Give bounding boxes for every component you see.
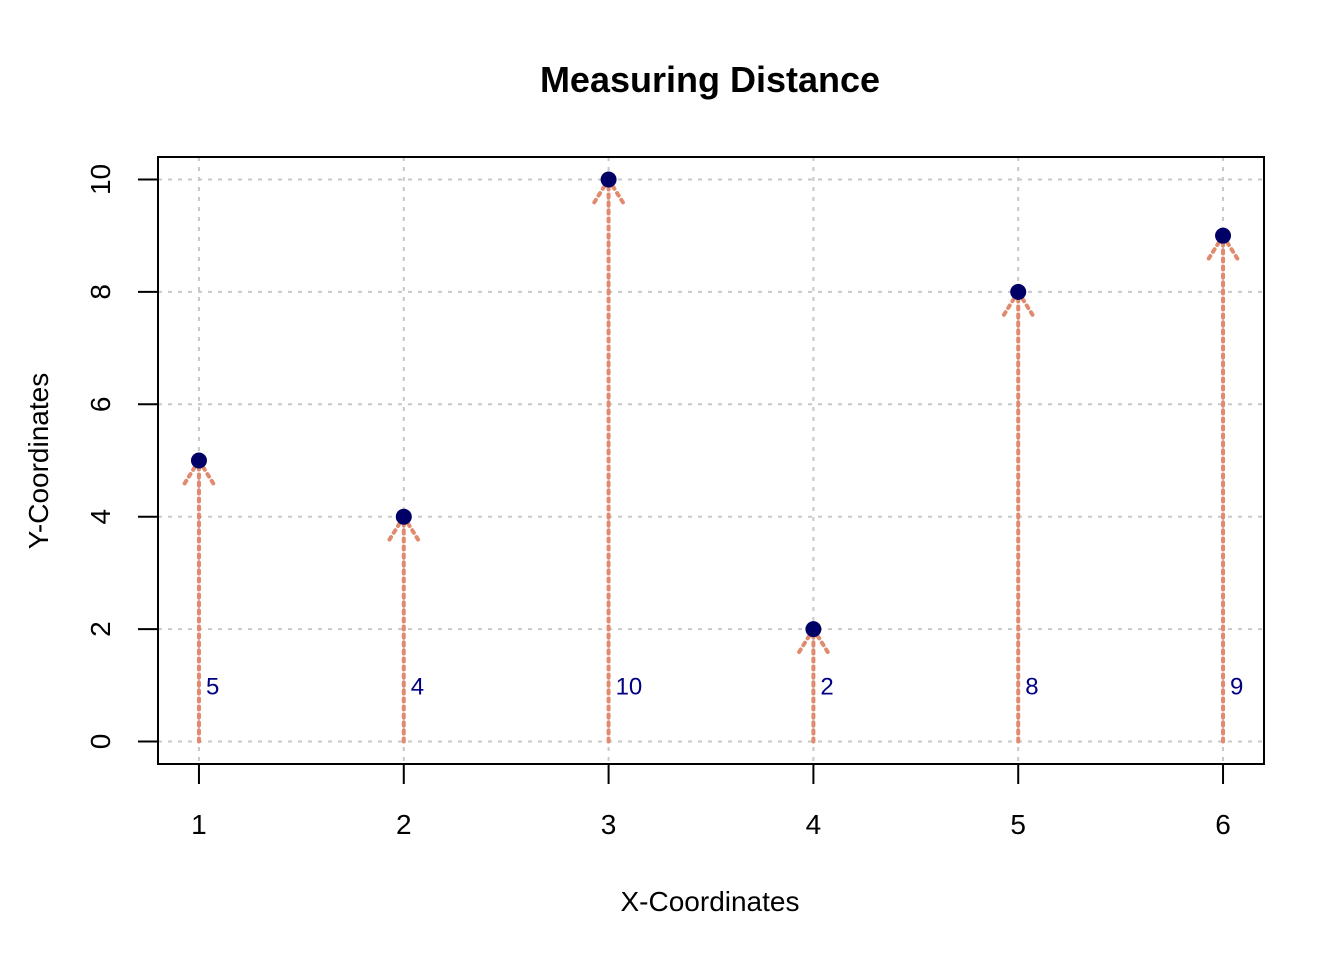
y-axis: 0 2 4 6 8 10 [85, 164, 159, 750]
point-label: 4 [411, 673, 424, 700]
y-tick-label: 0 [85, 734, 116, 750]
point-label: 8 [1025, 673, 1038, 700]
x-tick-label: 1 [191, 809, 207, 840]
y-tick-label: 6 [85, 397, 116, 413]
point-label: 10 [616, 673, 643, 700]
point-label: 5 [206, 673, 219, 700]
data-point [805, 621, 822, 638]
arrows [181, 177, 1241, 744]
x-axis-label: X-Coordinates [621, 886, 800, 917]
x-axis: 1 2 3 4 5 6 [191, 763, 1231, 840]
point-label: 2 [820, 673, 833, 700]
data-point [1215, 227, 1232, 244]
y-tick-label: 2 [85, 621, 116, 637]
chart-title: Measuring Distance [540, 59, 880, 100]
y-tick-label: 4 [85, 509, 116, 525]
y-axis-label: Y-Coordinates [23, 373, 54, 549]
x-tick-label: 5 [1010, 809, 1026, 840]
y-tick-label: 10 [85, 164, 116, 195]
data-point [395, 508, 412, 525]
y-tick-label: 8 [85, 284, 116, 300]
x-tick-label: 4 [806, 809, 822, 840]
point-labels: 5 4 10 2 8 9 [206, 673, 1243, 700]
data-point [600, 171, 617, 188]
point-label: 9 [1230, 673, 1243, 700]
x-tick-label: 3 [601, 809, 617, 840]
plot-frame [157, 156, 1265, 765]
data-point [190, 452, 207, 469]
grid [158, 157, 1264, 764]
x-tick-label: 6 [1215, 809, 1231, 840]
data-point [1010, 283, 1027, 300]
x-tick-label: 2 [396, 809, 412, 840]
points [190, 171, 1232, 638]
